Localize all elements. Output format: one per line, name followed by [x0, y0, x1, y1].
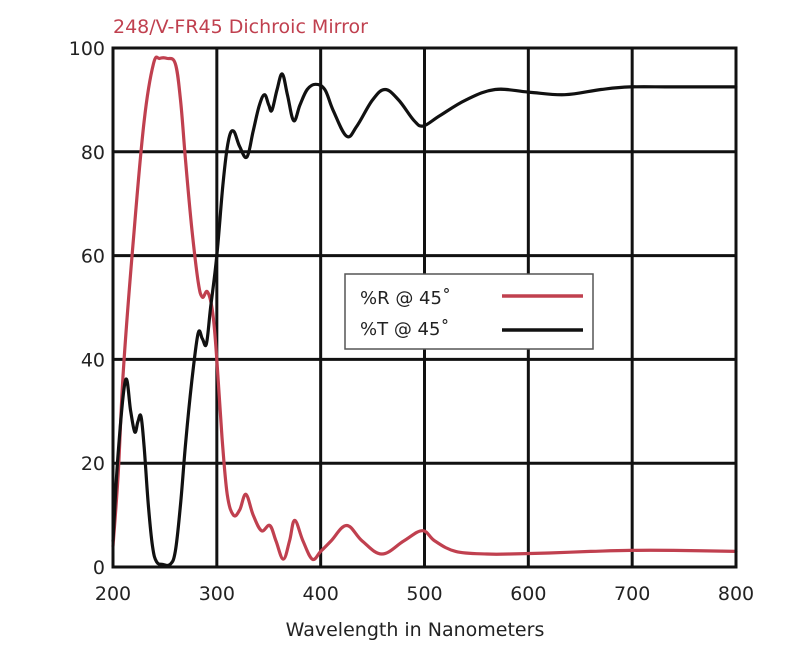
- legend-box: [344, 273, 594, 350]
- x-tick-label: 500: [406, 583, 442, 605]
- x-axis-ticks: 200 300 400 500 600 700 800: [95, 583, 754, 605]
- y-tick-label: 20: [81, 453, 105, 475]
- x-tick-label: 400: [303, 583, 339, 605]
- series-line-transmission: [111, 72, 738, 568]
- y-tick-label: 40: [81, 349, 105, 371]
- x-axis-label: Wavelength in Nanometers: [286, 619, 545, 641]
- series-lines: [111, 55, 738, 568]
- x-tick-label: 800: [718, 583, 754, 605]
- legend-label-transmission: %T @ 45˚: [360, 319, 449, 340]
- legend: %R @ 45˚ %T @ 45˚: [344, 273, 594, 350]
- y-tick-label: 60: [81, 246, 105, 268]
- legend-label-reflectance: %R @ 45˚: [360, 288, 451, 309]
- x-tick-label: 300: [199, 583, 235, 605]
- x-tick-label: 200: [95, 583, 131, 605]
- y-axis-ticks: 0 20 40 60 80 100: [69, 38, 105, 579]
- plot-frame: [111, 46, 738, 569]
- x-tick-label: 600: [510, 583, 546, 605]
- y-tick-label: 0: [93, 557, 105, 579]
- y-tick-label: 80: [81, 142, 105, 164]
- series-line-reflectance: [111, 55, 738, 562]
- y-tick-label: 100: [69, 38, 105, 60]
- chart-title: 248/V-FR45 Dichroic Mirror: [113, 16, 368, 38]
- x-tick-label: 700: [614, 583, 650, 605]
